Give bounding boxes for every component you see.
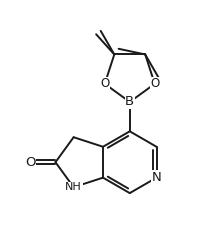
- Text: NH: NH: [65, 182, 82, 192]
- Text: O: O: [100, 77, 109, 90]
- Text: O: O: [150, 77, 159, 90]
- Text: B: B: [125, 95, 134, 109]
- Text: O: O: [25, 156, 35, 169]
- Text: N: N: [152, 171, 161, 184]
